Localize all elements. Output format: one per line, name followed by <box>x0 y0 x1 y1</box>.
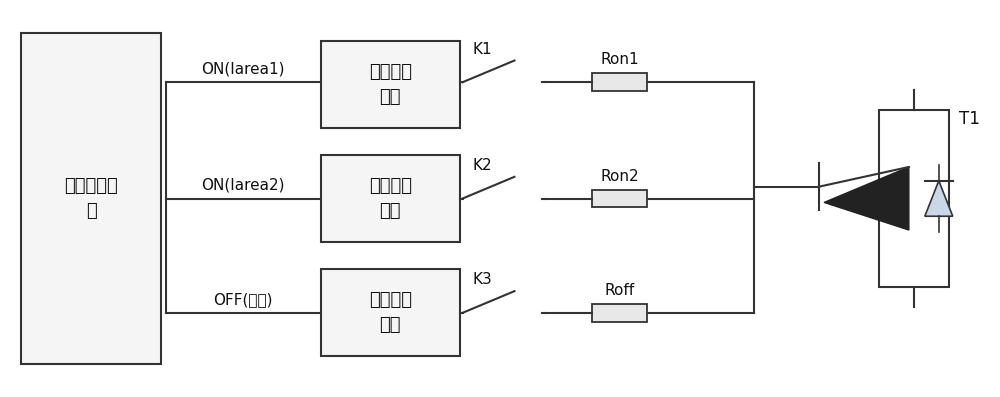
Text: K1: K1 <box>473 42 492 57</box>
Text: T1: T1 <box>959 110 980 128</box>
Text: OFF(暂态): OFF(暂态) <box>213 292 273 307</box>
Text: K2: K2 <box>473 158 492 173</box>
Text: 第三隔离
电路: 第三隔离 电路 <box>369 291 412 334</box>
Text: Roff: Roff <box>605 283 635 298</box>
Text: Ron1: Ron1 <box>600 52 639 67</box>
FancyBboxPatch shape <box>320 270 460 356</box>
Text: 第一隔离
电路: 第一隔离 电路 <box>369 63 412 106</box>
Text: Ron2: Ron2 <box>600 169 639 184</box>
Text: K3: K3 <box>473 272 492 287</box>
Text: 第二隔离
电路: 第二隔离 电路 <box>369 177 412 220</box>
Text: ON(Iarea2): ON(Iarea2) <box>201 177 285 193</box>
Bar <box>592 304 647 322</box>
Polygon shape <box>824 167 909 230</box>
FancyBboxPatch shape <box>21 33 161 364</box>
FancyBboxPatch shape <box>320 41 460 127</box>
Bar <box>592 73 647 91</box>
Text: ON(Iarea1): ON(Iarea1) <box>201 61 285 76</box>
Bar <box>879 110 949 287</box>
Text: 驱动控制电
路: 驱动控制电 路 <box>64 177 118 220</box>
FancyBboxPatch shape <box>320 155 460 242</box>
Bar <box>592 190 647 207</box>
Polygon shape <box>925 181 953 216</box>
